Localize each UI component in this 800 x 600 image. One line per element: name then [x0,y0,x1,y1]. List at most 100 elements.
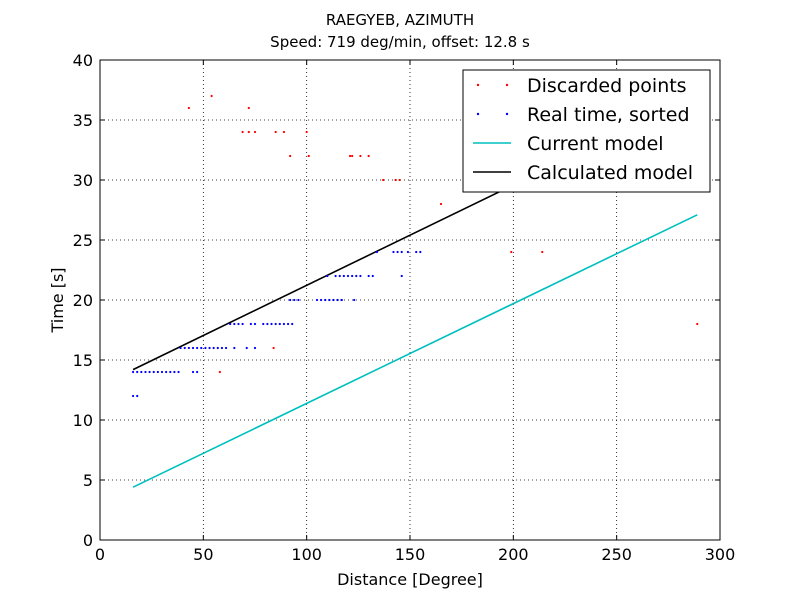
y-tick-label: 5 [83,471,93,490]
current-model-line [132,214,698,488]
real-time-sorted-point [324,298,327,302]
real-time-sorted-point [359,274,362,278]
legend-calculated-model-label: Calculated model [527,162,693,184]
real-time-sorted-point [328,298,331,302]
legend-items: Discarded points Real time, sorted Current… [473,75,693,184]
y-tick-label: 20 [73,291,93,310]
real-time-sorted-point [353,298,356,302]
real-time-sorted-point [237,322,240,326]
chart-subtitle: Speed: 719 deg/min, offset: 12.8 s [270,33,530,51]
real-time-sorted-point [183,346,186,350]
real-time-sorted-point [233,346,236,350]
y-tick-label: 25 [73,231,93,250]
real-time-sorted-point [191,346,195,350]
real-time-sorted-point [315,298,319,302]
discarded-points-point [241,130,244,134]
real-time-sorted-point [396,250,399,254]
real-time-sorted-point [173,370,176,374]
legend-real-time-sorted-marker [505,112,509,116]
x-axis-label: Distance [Degree] [337,570,483,589]
y-tick-label: 30 [73,171,93,190]
real-time-sorted-point [375,250,379,254]
real-time-sorted-point [367,274,370,278]
real-time-sorted-point [406,250,410,254]
discarded-points-point [272,346,275,350]
real-time-sorted-point [177,370,180,374]
x-tick-label: 0 [95,545,105,564]
real-time-sorted-point [233,322,236,326]
y-tick-label: 15 [73,351,93,370]
real-time-sorted-point [144,370,147,374]
discarded-points-point [187,106,190,110]
real-time-sorted-point [262,322,265,326]
x-tick-label: 50 [193,545,213,564]
real-time-sorted-point [400,250,403,254]
real-time-sorted-point [136,394,139,398]
real-time-sorted-point [156,370,159,374]
real-time-sorted-point [419,250,422,254]
legend-discarded-points-label: Discarded points [527,75,687,97]
discarded-points-point [247,130,250,134]
real-time-sorted-point [196,346,199,350]
y-tick-label: 10 [73,411,93,430]
legend-real-time-sorted-marker [476,112,480,116]
real-time-sorted-point [274,322,277,326]
discarded-points-point [348,154,352,158]
real-time-sorted-point [270,322,273,326]
x-tick-label: 100 [291,545,322,564]
real-time-sorted-point [371,274,374,278]
legend: Discarded points Real time, sorted Current… [462,69,711,193]
real-time-sorted-point [351,274,354,278]
discarded-points-point [305,130,308,134]
real-time-sorted-point [200,346,203,350]
discarded-points-point [210,94,213,98]
discarded-points-point [394,178,397,182]
legend-discarded-points-marker [476,83,480,87]
chart-title: RAEGYEB, AZIMUTH [326,11,474,29]
real-time-sorted-point [212,346,215,350]
discarded-points-point [218,370,221,374]
real-time-sorted-point [224,346,228,350]
real-time-sorted-point [253,322,257,326]
real-time-sorted-point [340,298,343,302]
real-time-sorted-point [131,370,135,374]
discarded-points-point [359,154,362,158]
real-time-sorted-point [229,322,232,326]
real-time-sorted-point [392,250,395,254]
real-time-sorted-point [278,322,281,326]
real-time-sorted-point [152,370,155,374]
real-time-sorted-point [191,370,195,374]
real-time-sorted-point [286,322,290,326]
y-tick-label: 35 [73,111,93,130]
x-tick-label: 150 [395,545,426,564]
x-tick-label: 200 [498,545,529,564]
real-time-sorted-point [297,298,300,302]
real-time-sorted-point [241,322,244,326]
real-time-sorted-point [220,346,224,350]
real-time-sorted-point [266,322,269,326]
discarded-points-point [398,178,401,182]
y-tick-label: 40 [73,51,93,70]
real-time-sorted-point [338,274,341,278]
legend-discarded-points-marker [505,83,509,87]
real-time-sorted-point [400,274,403,278]
discarded-points-point [282,130,286,134]
discarded-points-point [307,154,310,158]
y-tick-label: 0 [83,531,93,550]
x-tick-label: 250 [601,545,632,564]
real-time-sorted-point [165,370,168,374]
legend-current-model-label: Current model [527,133,664,155]
real-time-sorted-point [187,346,190,350]
discarded-points-point [510,250,513,254]
real-time-sorted-point [289,298,292,302]
real-time-sorted-point [326,274,329,278]
real-time-sorted-point [332,298,335,302]
real-time-sorted-point [216,346,219,350]
discarded-points-point [274,130,277,134]
discarded-points-point [289,154,292,158]
real-time-sorted-point [136,370,139,374]
real-time-sorted-point [282,322,286,326]
real-time-sorted-point [179,346,182,350]
plot-data [131,94,699,488]
